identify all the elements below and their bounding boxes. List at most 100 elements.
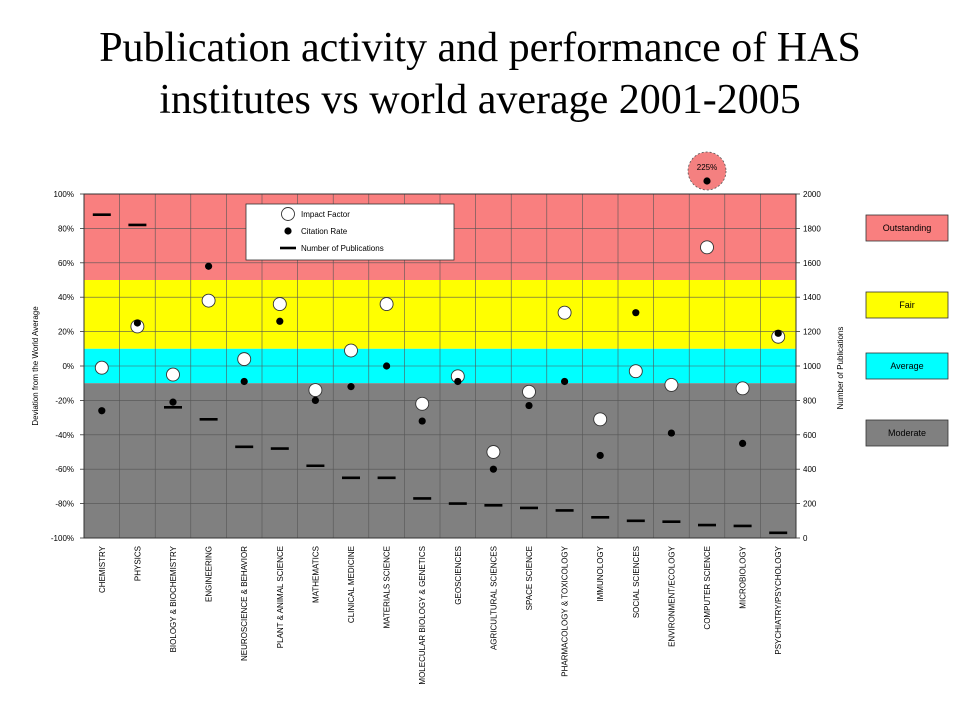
band-legend-average: [865, 352, 949, 380]
band-legend-moderate: [865, 419, 949, 447]
offscale-highlight: [687, 151, 727, 191]
title-line-2: institutes vs world average 2001-2005: [159, 77, 801, 123]
citation-rate-point: [561, 377, 569, 386]
category-label: BIOLOGY & BIOCHEMISTRY: [169, 545, 178, 652]
legend-impact-factor-marker: [281, 207, 295, 221]
category-label: PLANT & ANIMAL SCIENCE: [276, 546, 285, 648]
y2-tick-label: 2000: [803, 190, 821, 199]
impact-factor-point: [522, 384, 536, 399]
legend-citation-rate-label: Citation Rate: [301, 227, 348, 236]
citation-rate-point: [276, 317, 284, 325]
impact-factor-point: [308, 383, 323, 398]
y-tick-label: -100%: [51, 534, 74, 543]
citation-rate-point: [383, 362, 391, 370]
y2-tick-label: 600: [803, 431, 817, 440]
band-legend-outstanding: [865, 214, 949, 242]
impact-factor-point: [201, 293, 216, 308]
y2-tick-label: 800: [803, 396, 817, 405]
citation-rate-point: [739, 439, 747, 447]
citation-rate-point: [347, 383, 355, 391]
citation-rate-point: [98, 407, 106, 415]
y2-tick-label: 400: [803, 465, 817, 474]
y-tick-label: 0%: [62, 362, 74, 371]
category-label: COMPUTER SCIENCE: [703, 546, 712, 630]
impact-factor-point: [593, 412, 608, 427]
category-label: ENGINEERING: [205, 546, 214, 602]
impact-factor-point: [379, 297, 394, 312]
y2-tick-label: 200: [803, 500, 817, 509]
category-label: CHEMISTRY: [98, 545, 107, 593]
citation-rate-point: [169, 398, 177, 406]
y-tick-label: -60%: [55, 465, 74, 474]
impact-factor-point: [237, 352, 252, 367]
citation-rate-point: [632, 309, 640, 317]
citation-rate-point: [596, 451, 604, 460]
band-legend-outstanding-label: Outstanding: [883, 223, 932, 233]
citation-rate-point: [703, 177, 711, 185]
impact-factor-point: [664, 377, 679, 392]
y2-tick-label: 1400: [803, 293, 821, 302]
y-tick-label: 20%: [58, 328, 74, 337]
y2-axis-title: Number of Publications: [836, 327, 845, 410]
y-tick-label: -80%: [55, 500, 74, 509]
citation-rate-point: [667, 429, 676, 437]
impact-factor-point: [486, 445, 501, 459]
impact-factor-point: [415, 396, 430, 411]
impact-factor-point: [344, 343, 358, 358]
title-line-1: Publication activity and performance of …: [99, 25, 861, 71]
y2-tick-label: 0: [803, 534, 808, 543]
category-label: PHARMACOLOGY & TOXICOLOGY: [561, 545, 570, 676]
category-label: ENVIRONMENT/ECOLOGY: [667, 545, 676, 647]
category-label: PSYCHIATRY/PSYCHOLOGY: [774, 545, 783, 654]
category-label: MATERIALS SCIENCE: [383, 546, 392, 629]
y-tick-label: 80%: [58, 224, 74, 233]
offscale-annotation: 225%: [697, 163, 717, 172]
y2-tick-label: 1200: [803, 328, 821, 337]
impact-factor-point: [166, 367, 180, 382]
category-label: GEOSCIENCES: [454, 546, 463, 605]
band-legend-average-label: Average: [890, 361, 923, 371]
citation-rate-point: [774, 329, 782, 337]
impact-factor-point: [628, 364, 643, 379]
y-tick-label: 60%: [58, 259, 74, 268]
category-label: MICROBIOLOGY: [739, 545, 748, 608]
page-title: Publication activity and performance of …: [0, 22, 960, 126]
category-label: MOLECULAR BIOLOGY & GENETICS: [418, 546, 427, 685]
category-label: SPACE SCIENCE: [525, 546, 534, 610]
band-legend-moderate-label: Moderate: [888, 428, 926, 438]
impact-factor-point: [94, 360, 109, 375]
legend-citation-rate-marker: [284, 227, 292, 235]
citation-rate-point: [205, 262, 213, 270]
band-legend-fair-label: Fair: [899, 300, 915, 310]
category-label: CLINICAL MEDICINE: [347, 546, 356, 623]
y-tick-label: -20%: [55, 396, 74, 405]
category-label: MATHEMATICS: [311, 546, 320, 603]
citation-rate-point: [240, 377, 248, 386]
y-tick-label: -40%: [55, 431, 74, 440]
y-tick-label: 40%: [58, 293, 74, 302]
legend-publications-label: Number of Publications: [301, 244, 384, 253]
category-label: AGRICULTURAL SCIENCES: [489, 546, 498, 650]
y2-tick-label: 1000: [803, 362, 821, 371]
legend-impact-factor-label: Impact Factor: [301, 210, 350, 219]
impact-factor-point: [735, 381, 750, 396]
impact-factor-point: [700, 240, 714, 255]
impact-factor-point: [272, 297, 287, 312]
citation-rate-point: [525, 401, 533, 410]
y2-tick-label: 1800: [803, 224, 821, 233]
citation-rate-point: [489, 465, 497, 473]
citation-rate-point: [418, 417, 426, 425]
y2-tick-label: 1600: [803, 259, 821, 268]
y-tick-label: 100%: [54, 190, 74, 199]
category-label: SOCIAL SCIENCES: [632, 546, 641, 618]
category-label: PHYSICS: [133, 546, 142, 581]
citation-rate-point: [311, 396, 319, 404]
legend-box: [245, 203, 455, 261]
citation-rate-point: [133, 319, 141, 327]
band-legend-fair: [865, 291, 949, 319]
impact-factor-point: [557, 305, 572, 320]
y-axis-title: Deviation from the World Average: [31, 306, 40, 426]
category-label: NEUROSCIENCE & BEHAVIOR: [240, 546, 249, 661]
category-label: IMMUNOLOGY: [596, 545, 605, 601]
